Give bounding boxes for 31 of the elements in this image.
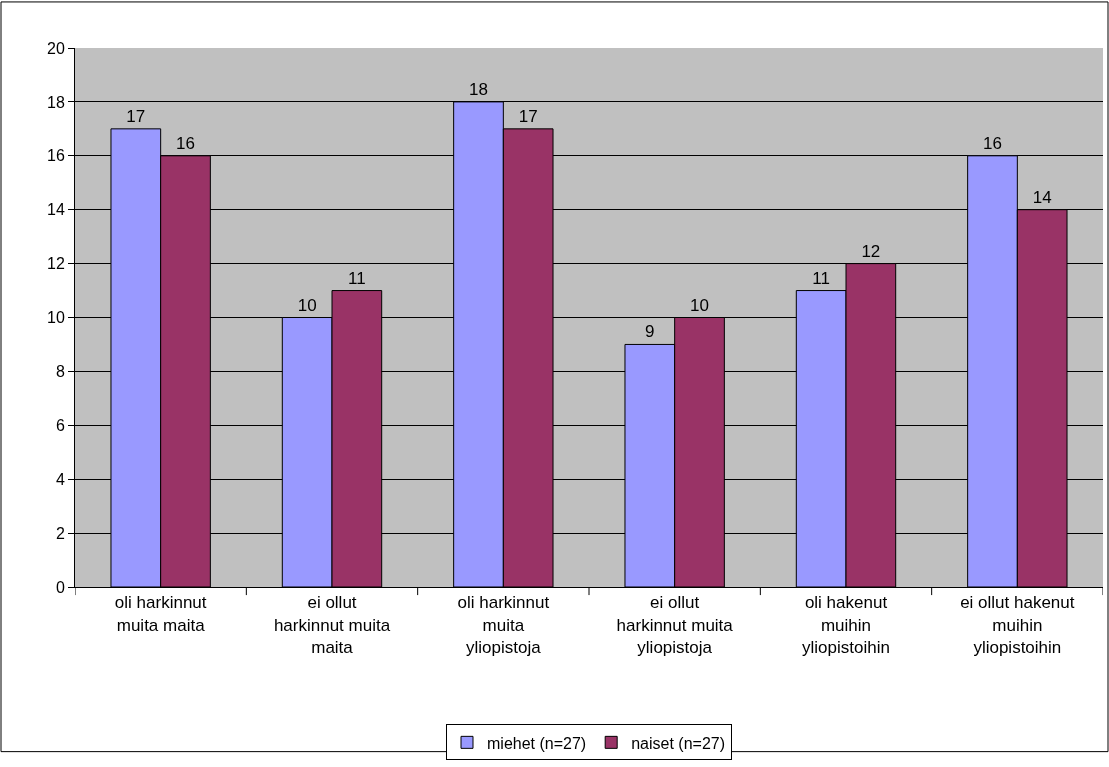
y-tick-label: 14 [47, 201, 65, 219]
y-tick-label: 16 [47, 147, 65, 165]
y-tick-label: 8 [55, 363, 65, 380]
data-label: 17 [126, 106, 146, 126]
y-tick-label: 2 [55, 524, 65, 542]
x-tick-label: ei ollut harkinnut muita maita [273, 593, 391, 657]
data-label: 10 [690, 295, 709, 315]
legend-label: naiset (n=27) [631, 734, 726, 752]
y-tick-label: 6 [55, 416, 65, 434]
data-label: 16 [983, 133, 1002, 153]
y-tick-label: 10 [47, 309, 65, 327]
data-label: 9 [645, 322, 655, 342]
data-label: 12 [861, 241, 881, 261]
y-tick-label: 18 [47, 93, 65, 111]
y-tick-label: 0 [55, 578, 65, 596]
x-tick-label: ei ollut hakenut muihin yliopistoihin [960, 593, 1075, 657]
data-label: 16 [176, 133, 195, 153]
x-tick-label: oli harkinnut muita yliopistoja [457, 593, 550, 657]
data-label: 14 [1032, 187, 1052, 207]
x-tick-label: ei ollut harkinnut muita yliopistoja [616, 593, 734, 657]
data-label: 11 [348, 268, 366, 288]
data-label: 10 [297, 295, 317, 315]
x-tick-label: oli hakenut muihin yliopistoihin [802, 593, 890, 657]
y-tick-label: 4 [55, 470, 65, 488]
data-label: 17 [518, 106, 538, 126]
y-tick-label: 12 [47, 255, 65, 273]
x-tick-label: oli harkinnut muita maita [114, 593, 207, 635]
data-label: 18 [469, 79, 488, 99]
legend-label: miehet (n=27) [487, 734, 587, 752]
data-label: 11 [812, 268, 830, 288]
y-tick-label: 20 [47, 39, 65, 57]
